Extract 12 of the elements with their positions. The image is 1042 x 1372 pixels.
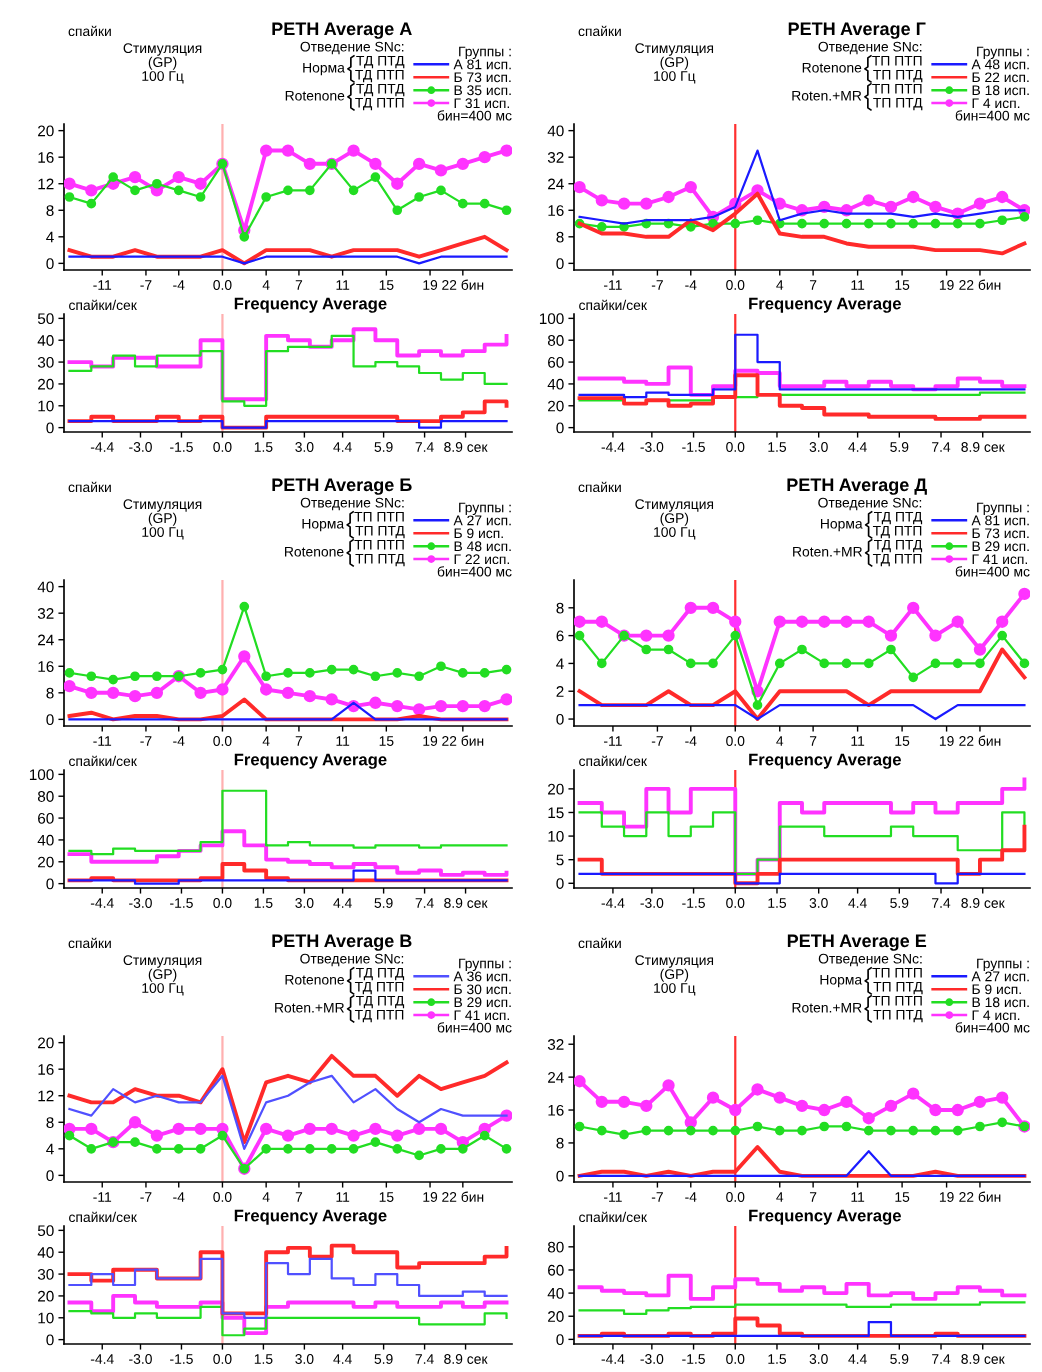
chart-title: PETH Average Д	[787, 478, 927, 495]
chart-title: PETH Average В	[272, 934, 412, 951]
chart-title: Frequency Average	[749, 1209, 901, 1225]
chart-title: Frequency Average	[234, 753, 387, 769]
chart-title: Frequency Average	[234, 1209, 387, 1225]
chart-title: PETH Average Г	[788, 22, 926, 39]
chart-title: Frequency Average	[749, 753, 901, 769]
chart-title: Frequency Average	[234, 297, 387, 313]
chart-title: Frequency Average	[749, 297, 901, 313]
chart-title: PETH Average А	[272, 22, 412, 39]
chart-title: PETH Average Б	[272, 478, 412, 495]
chart-title: PETH Average Е	[787, 934, 927, 951]
